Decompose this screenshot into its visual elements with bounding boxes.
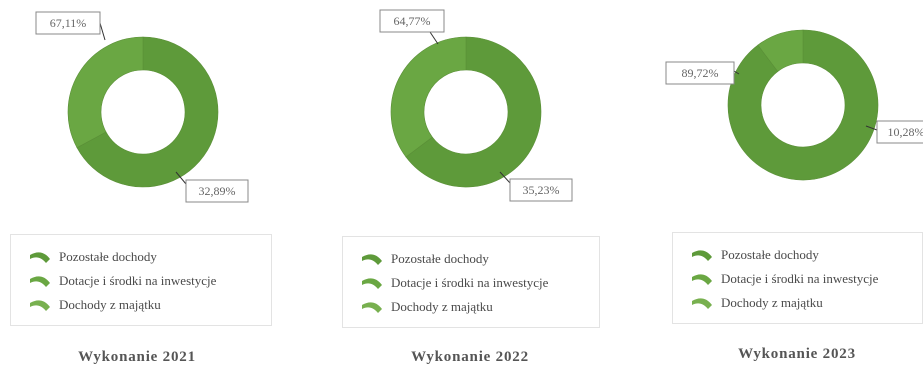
legend-label: Pozostałe dochody	[391, 251, 489, 266]
chart-caption-2021: Wykonanie 2021	[78, 349, 196, 365]
data-label-box	[35, 11, 101, 35]
legend-2021: Pozostałe dochody Dotacje i środki na in…	[10, 234, 272, 326]
legend-item: Dochody z majątku	[361, 295, 599, 319]
legend-item: Pozostałe dochody	[361, 247, 599, 271]
legend-item: Dotacje i środki na inwestycje	[361, 271, 599, 295]
donut-slice	[390, 36, 467, 158]
donut-chart-wykonanie-2022: 64,77% 35,23%	[379, 9, 573, 202]
legend-swatch-icon	[30, 252, 50, 263]
data-label-box	[509, 178, 573, 202]
legend-swatch-icon	[692, 274, 712, 285]
data-label: 67,11%	[50, 16, 87, 30]
leader-line	[865, 125, 878, 131]
data-label-box	[665, 61, 735, 85]
data-label: 35,23%	[523, 183, 560, 197]
legend-swatch-icon	[362, 254, 382, 265]
legend-swatch-icon	[362, 278, 382, 289]
data-label: 32,89%	[199, 184, 236, 198]
legend-label: Dotacje i środki na inwestycje	[721, 271, 879, 286]
legend-item: Pozostałe dochody	[29, 245, 271, 269]
data-label-box	[876, 120, 923, 144]
legend-item: Dotacje i środki na inwestycje	[29, 269, 271, 293]
data-label: 64,77%	[394, 14, 431, 28]
donut-chart-wykonanie-2021: 67,11% 32,89%	[35, 11, 249, 203]
chart-caption-2022: Wykonanie 2022	[411, 349, 529, 365]
legend-item: Dochody z majątku	[29, 293, 271, 317]
data-label-box	[185, 179, 249, 203]
legend-swatch-icon	[692, 298, 712, 309]
legend-swatch-icon	[30, 300, 50, 311]
leader-line	[99, 22, 106, 41]
data-label: 10,28%	[888, 125, 923, 139]
leader-line	[429, 31, 439, 45]
legend-2022: Pozostałe dochody Dotacje i środki na in…	[342, 236, 600, 328]
legend-label: Dotacje i środki na inwestycje	[391, 275, 549, 290]
legend-2023: Pozostałe dochody Dotacje i środki na in…	[672, 232, 923, 324]
chart-caption-2023: Wykonanie 2023	[738, 346, 856, 362]
legend-item: Dochody z majątku	[691, 291, 922, 315]
data-label: 89,72%	[682, 66, 719, 80]
leader-line	[175, 171, 187, 185]
donut-slice	[405, 36, 542, 188]
donut-slice	[757, 29, 804, 72]
donut-slice	[76, 36, 219, 188]
legend-label: Pozostałe dochody	[721, 247, 819, 262]
legend-label: Pozostałe dochody	[59, 249, 157, 264]
leader-line	[499, 171, 511, 184]
legend-label: Dotacje i środki na inwestycje	[59, 273, 217, 288]
legend-swatch-icon	[692, 250, 712, 261]
data-label-box	[379, 9, 445, 33]
legend-swatch-icon	[362, 302, 382, 313]
legend-label: Dochody z majątku	[59, 297, 161, 312]
legend-label: Dochody z majątku	[391, 299, 493, 314]
legend-label: Dochody z majątku	[721, 295, 823, 310]
donut-chart-wykonanie-2023: 89,72% 10,28%	[665, 29, 923, 181]
legend-item: Pozostałe dochody	[691, 243, 922, 267]
donut-slice	[67, 36, 144, 149]
legend-item: Dotacje i środki na inwestycje	[691, 267, 922, 291]
legend-swatch-icon	[30, 276, 50, 287]
leader-line	[733, 70, 740, 75]
